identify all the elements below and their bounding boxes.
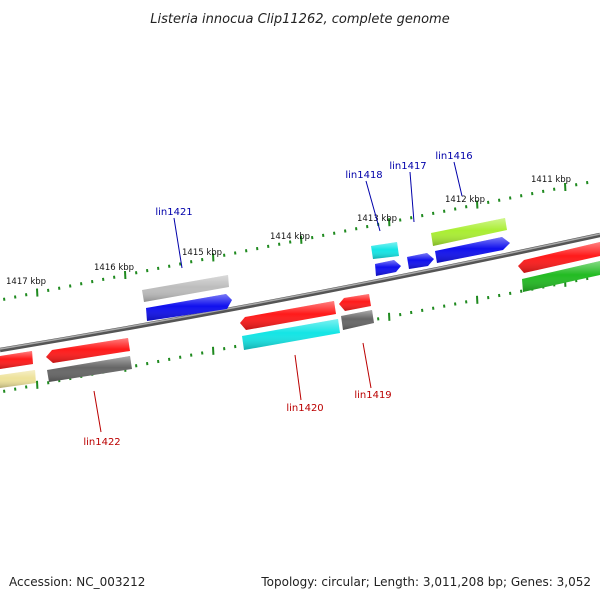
gene-lin1419-upper[interactable] [339, 294, 371, 311]
gene-leader-lines [93, 161, 463, 433]
scale-label-1417: 1417 kbp [6, 277, 46, 287]
gene-label-lin1422[interactable]: lin1422 [83, 437, 120, 448]
gene-label-lin1420[interactable]: lin1420 [286, 403, 323, 414]
gene-left-edge-reverse[interactable] [0, 370, 36, 388]
gene-lin1417[interactable] [407, 253, 434, 269]
gene-label-lin1421[interactable]: lin1421 [155, 207, 192, 218]
leader-lin1421 [173, 217, 183, 269]
gene-lin1416-upper[interactable] [431, 218, 507, 246]
leader-lin1418 [365, 180, 381, 232]
leader-lin1416 [453, 161, 463, 197]
gene-lin1416[interactable] [435, 237, 510, 263]
gene-right-edge-reverse[interactable] [522, 261, 600, 292]
leader-lin1417 [409, 171, 415, 223]
genome-backbone-highlight [0, 233, 600, 350]
scale-label-1416: 1416 kbp [94, 263, 134, 273]
gene-lin1420[interactable] [242, 319, 340, 350]
genome-backbone [0, 232, 600, 353]
accession-text: Accession: NC_003212 [9, 575, 145, 589]
scale-label-1414: 1414 kbp [270, 232, 310, 242]
gene-right-edge-forward[interactable] [518, 242, 600, 273]
gene-lin1419[interactable] [341, 310, 374, 330]
scale-label-1412: 1412 kbp [445, 195, 485, 205]
gene-label-lin1416[interactable]: lin1416 [435, 151, 472, 162]
scale-label-1415: 1415 kbp [182, 248, 222, 258]
gene-lin1422-upper[interactable] [46, 338, 130, 363]
gene-label-lin1419[interactable]: lin1419 [354, 390, 391, 401]
gene-lin1418[interactable] [375, 260, 401, 276]
scale-label-1411: 1411 kbp [531, 175, 571, 185]
genome-summary-text: Topology: circular; Length: 3,011,208 bp… [260, 575, 591, 589]
gene-lin1420-upper[interactable] [240, 301, 336, 330]
map-title: Listeria innocua Clip11262, complete gen… [150, 12, 449, 27]
gene-lin1418-upper[interactable] [371, 242, 399, 259]
gene-lin1422[interactable] [47, 356, 132, 382]
gene-lin1421[interactable] [146, 294, 232, 321]
leader-lin1419 [362, 342, 372, 389]
gene-label-lin1418[interactable]: lin1418 [345, 170, 382, 181]
leader-lin1422 [93, 390, 102, 433]
leader-lin1420 [294, 354, 302, 401]
gene-left-edge-forward[interactable] [0, 351, 33, 369]
gene-label-lin1417[interactable]: lin1417 [389, 161, 426, 172]
gene-lin1421-upper[interactable] [142, 275, 229, 302]
